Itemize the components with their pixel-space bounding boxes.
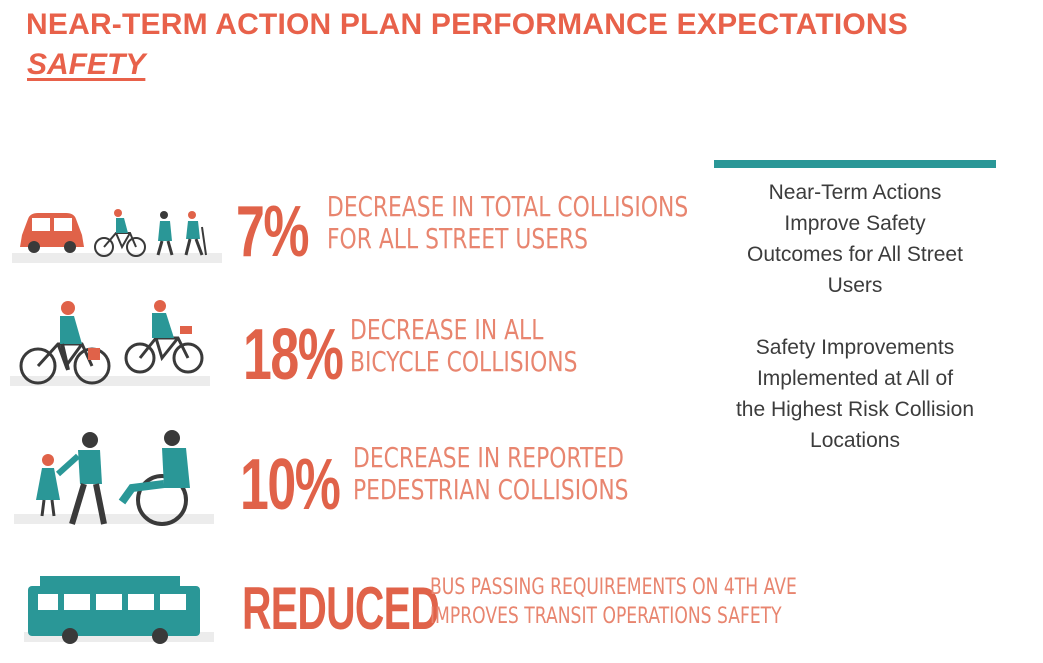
metric-value: 10% xyxy=(240,445,341,525)
sidebar-text-block-1: Near-Term Actions Improve Safety Outcome… xyxy=(714,177,996,301)
sidebar-line: Improve Safety xyxy=(784,212,926,235)
metric-description: DECREASE IN REPORTED PEDESTRIAN COLLISIO… xyxy=(353,441,629,507)
metric-description-line2: FOR ALL STREET USERS xyxy=(327,222,589,256)
metric-description: BUS PASSING REQUIREMENTS ON 4TH AVE IMPR… xyxy=(430,574,797,631)
sidebar-text-block-2: Safety Improvements Implemented at All o… xyxy=(714,332,996,456)
metric-description-line1: DECREASE IN REPORTED xyxy=(353,441,624,474)
metric-value: 18% xyxy=(243,315,344,395)
pedestrians-wheelchair-icon xyxy=(14,430,214,526)
metric-description: DECREASE IN TOTAL COLLISIONS FOR ALL STR… xyxy=(327,190,689,256)
metric-description: DECREASE IN ALL BICYCLE COLLISIONS xyxy=(350,313,578,379)
metric-row-total-collisions: 7% DECREASE IN TOTAL COLLISIONS FOR ALL … xyxy=(0,185,760,275)
sidebar-line: Users xyxy=(827,274,883,297)
metric-description-line1: DECREASE IN ALL xyxy=(350,313,544,346)
metric-description-line2: PEDESTRIAN COLLISIONS xyxy=(353,473,629,507)
bus-icon xyxy=(24,576,214,644)
metric-description-line2: BICYCLE COLLISIONS xyxy=(350,345,578,379)
page-subtitle: SAFETY xyxy=(27,48,146,81)
metric-row-bicycle-collisions: 18% DECREASE IN ALL BICYCLE COLLISIONS xyxy=(0,296,760,396)
metric-value: 7% xyxy=(236,192,309,272)
metric-description-line1: BUS PASSING REQUIREMENTS ON 4TH AVE xyxy=(430,575,797,600)
cyclists-icon xyxy=(10,300,210,386)
sidebar-line: Outcomes for All Street xyxy=(747,243,963,266)
metric-row-bus-passing: REDUCED BUS PASSING REQUIREMENTS ON 4TH … xyxy=(0,572,797,652)
sidebar-line: Locations xyxy=(810,429,900,452)
sidebar-line: Implemented at All of xyxy=(756,367,954,390)
metric-value: REDUCED xyxy=(242,575,440,642)
car-bike-pedestrian-icon xyxy=(12,209,222,263)
accent-divider xyxy=(714,160,996,168)
sidebar-line: Near-Term Actions xyxy=(768,181,942,204)
metric-row-pedestrian-collisions: 10% DECREASE IN REPORTED PEDESTRIAN COLL… xyxy=(0,428,760,538)
sidebar-line: the Highest Risk Collision xyxy=(735,398,975,421)
metric-description-line1: DECREASE IN TOTAL COLLISIONS xyxy=(327,190,689,223)
metric-description-line2: IMPROVES TRANSIT OPERATIONS SAFETY xyxy=(430,603,782,629)
page-title: NEAR-TERM ACTION PLAN PERFORMANCE EXPECT… xyxy=(26,8,908,41)
sidebar-line: Safety Improvements xyxy=(755,336,955,359)
